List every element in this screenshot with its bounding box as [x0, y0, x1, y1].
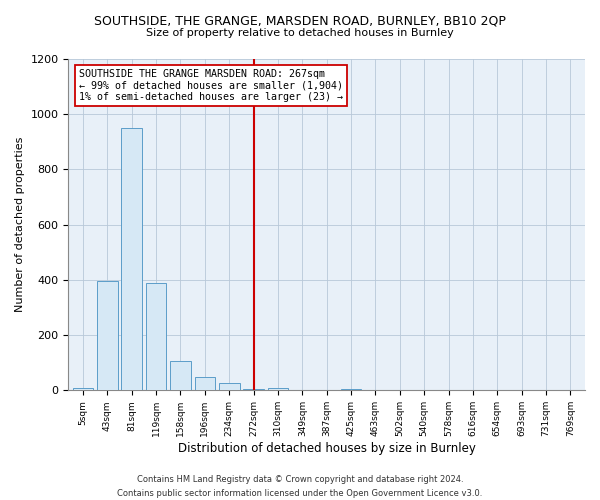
- Bar: [121, 128, 142, 390]
- Text: Size of property relative to detached houses in Burnley: Size of property relative to detached ho…: [146, 28, 454, 38]
- Text: SOUTHSIDE, THE GRANGE, MARSDEN ROAD, BURNLEY, BB10 2QP: SOUTHSIDE, THE GRANGE, MARSDEN ROAD, BUR…: [94, 15, 506, 28]
- Bar: [146, 282, 166, 391]
- Bar: [170, 360, 191, 390]
- Bar: [73, 388, 94, 390]
- Bar: [194, 376, 215, 390]
- Bar: [341, 389, 361, 390]
- Bar: [268, 388, 289, 390]
- X-axis label: Distribution of detached houses by size in Burnley: Distribution of detached houses by size …: [178, 442, 476, 455]
- Bar: [97, 282, 118, 391]
- Text: Contains HM Land Registry data © Crown copyright and database right 2024.
Contai: Contains HM Land Registry data © Crown c…: [118, 476, 482, 498]
- Text: SOUTHSIDE THE GRANGE MARSDEN ROAD: 267sqm
← 99% of detached houses are smaller (: SOUTHSIDE THE GRANGE MARSDEN ROAD: 267sq…: [79, 69, 343, 102]
- Bar: [219, 384, 239, 390]
- Y-axis label: Number of detached properties: Number of detached properties: [15, 137, 25, 312]
- Bar: [243, 389, 264, 390]
